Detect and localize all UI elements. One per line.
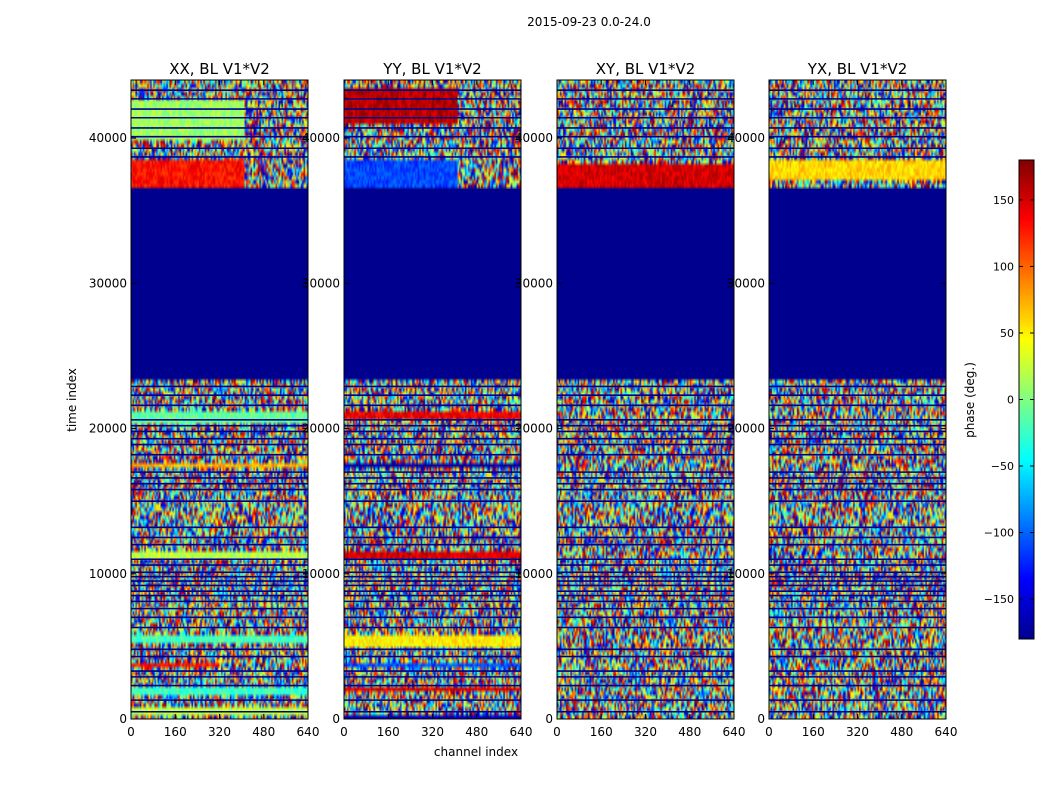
phase-heatmap [131,80,308,719]
panel: XY, BL V1*V2 0 160 320 480 640 0 10000 20000 3000… [515,60,746,739]
x-tick-label: 480 [890,725,913,739]
x-tick-label: 320 [208,725,231,739]
y-tick-label: 40000 [727,131,765,145]
y-tick-label: 10000 [302,567,340,581]
flagged-block [344,188,521,378]
colorbar-tick-label: −100 [984,527,1014,540]
y-tick-label: 0 [332,712,340,726]
x-axis-label: channel index [434,745,518,759]
colorbar-tick-label: −50 [991,460,1014,473]
colorbar-tick-label: 100 [993,260,1014,273]
x-tick-label: 160 [164,725,187,739]
y-tick-label: 40000 [515,131,553,145]
panel: YY, BL V1*V2 0 160 320 480 640 0 10000 20000 3000… [302,60,533,739]
x-tick-label: 640 [935,725,958,739]
y-tick-label: 30000 [89,276,127,290]
y-tick-label: 10000 [727,567,765,581]
x-tick-label: 160 [377,725,400,739]
x-tick-label: 0 [127,725,135,739]
y-tick-label: 10000 [515,567,553,581]
colorbar-tick-label: 0 [1007,394,1014,407]
x-tick-label: 0 [553,725,561,739]
panel: XX, BL V1*V2 0 160 320 480 640 0 10000 20000 3000… [89,60,320,739]
x-tick-label: 0 [340,725,348,739]
flagged-block [131,188,308,378]
phase-heatmap [769,80,946,719]
y-axis-label: time index [65,368,79,432]
colorbar-tick-label: 50 [1000,327,1014,340]
x-tick-label: 480 [252,725,275,739]
colorbar: 150 100 50 0 −50 −100 −150 phase (deg.) [963,159,1035,640]
y-tick-label: 40000 [89,131,127,145]
x-tick-label: 480 [465,725,488,739]
y-tick-label: 10000 [89,567,127,581]
phase-heatmap [557,80,734,719]
x-tick-label: 320 [421,725,444,739]
x-tick-label: 480 [678,725,701,739]
panel-title: XY, BL V1*V2 [596,60,696,78]
panel-title: XX, BL V1*V2 [169,60,270,78]
x-tick-label: 640 [510,725,533,739]
y-tick-label: 40000 [302,131,340,145]
x-tick-label: 320 [846,725,869,739]
y-tick-label: 20000 [302,422,340,436]
x-tick-label: 160 [802,725,825,739]
colorbar-label: phase (deg.) [963,362,977,438]
panel-title: YX, BL V1*V2 [807,60,908,78]
y-tick-label: 0 [545,712,553,726]
x-tick-label: 640 [297,725,320,739]
y-tick-label: 30000 [302,276,340,290]
y-tick-label: 20000 [727,422,765,436]
y-tick-label: 30000 [515,276,553,290]
phase-heatmap [344,80,521,719]
flagged-block [769,188,946,378]
y-tick-label: 20000 [89,422,127,436]
x-tick-label: 320 [634,725,657,739]
flagged-block [557,188,734,378]
panel-title: YY, BL V1*V2 [382,60,481,78]
y-tick-label: 30000 [727,276,765,290]
figure-suptitle: 2015-09-23 0.0-24.0 [527,15,651,29]
panels-group: XX, BL V1*V2 0 160 320 480 640 0 10000 20000 3000… [89,60,958,739]
y-tick-label: 0 [119,712,127,726]
y-tick-label: 0 [757,712,765,726]
colorbar-tick-label: −150 [984,593,1014,606]
x-tick-label: 160 [590,725,613,739]
x-tick-label: 640 [723,725,746,739]
y-tick-label: 20000 [515,422,553,436]
x-tick-label: 0 [765,725,773,739]
panel: YX, BL V1*V2 0 160 320 480 640 0 10000 20000 3000… [727,60,958,739]
colorbar-tick-label: 150 [993,194,1014,207]
